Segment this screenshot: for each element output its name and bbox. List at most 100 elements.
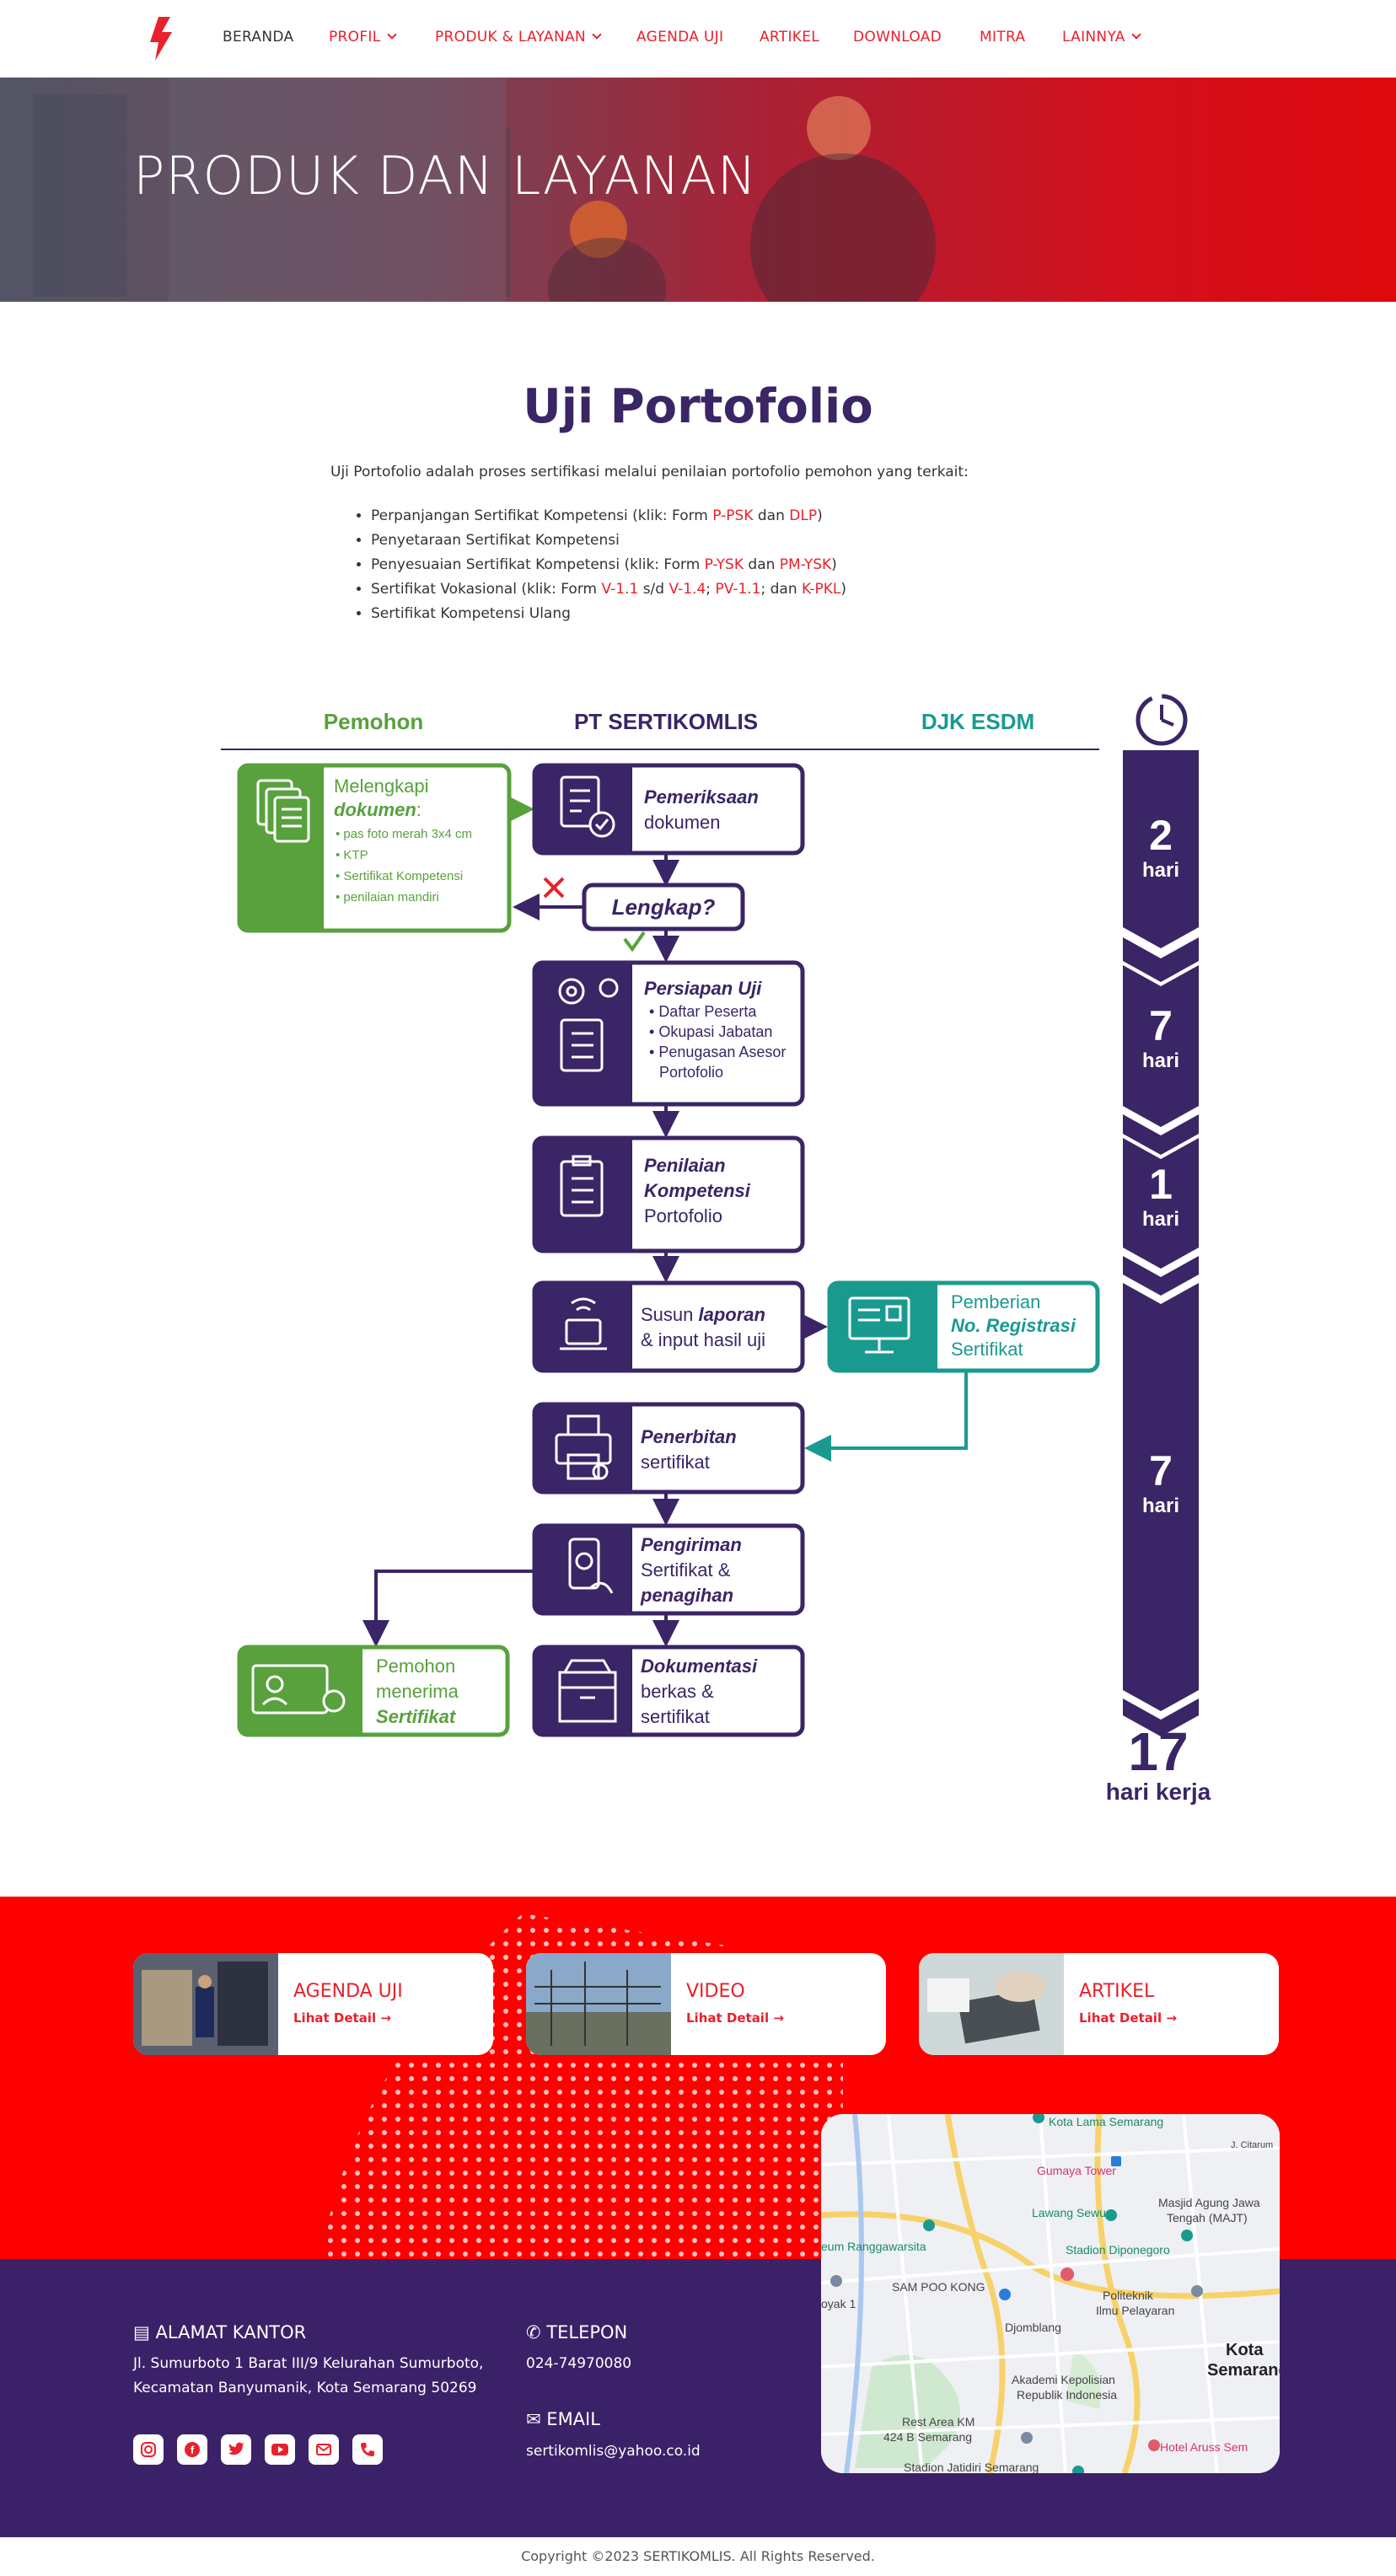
- nav-produk-layanan[interactable]: PRODUK & LAYANAN: [435, 29, 602, 46]
- phone-number[interactable]: 024-74970080: [526, 2355, 632, 2372]
- check-mark-icon: [623, 931, 646, 953]
- map-label: Stadion Jatidiri Semarang: [904, 2461, 1039, 2473]
- map-label: Republik Indonesia: [1017, 2388, 1117, 2402]
- timeline-segment: [1123, 1138, 1199, 1269]
- step-title: Penerbitan: [641, 1426, 737, 1447]
- step-dokumentasi-berkas: Dokumentasi berkas & sertifikat: [532, 1645, 805, 1737]
- step-title: penagihan: [640, 1585, 733, 1606]
- phone-heading-label: TELEPON: [546, 2322, 628, 2343]
- uji-portofolio-flowchart: Pemohon PT SERTIKOMLIS DJK ESDM 2 hari 7…: [221, 694, 1211, 1805]
- file-cabinet-icon: [558, 1659, 617, 1723]
- bullet-text: ): [840, 581, 847, 598]
- link-v-1-1[interactable]: V-1.1: [601, 581, 639, 598]
- card-agenda-uji[interactable]: AGENDA UJI Lihat Detail →: [133, 1953, 493, 2055]
- map-pin-icon: [830, 2114, 1203, 2473]
- bullet-text: Perpanjangan Sertifikat Kompetensi (klik…: [371, 507, 713, 524]
- link-p-psk[interactable]: P-PSK: [712, 507, 754, 524]
- map-canvas[interactable]: Kota Lama Semarang Gumaya Tower Masjid A…: [821, 2114, 1280, 2473]
- address-line: Jl. Sumurboto 1 Barat III/9 Kelurahan Su…: [133, 2355, 484, 2372]
- envelope-icon: ✉: [526, 2409, 541, 2429]
- office-map[interactable]: Kota Lama Semarang Gumaya Tower Masjid A…: [821, 2114, 1280, 2473]
- duration-value: 1: [1149, 1161, 1173, 1208]
- step-susun-laporan: Susun laporan & input hasil uji: [532, 1280, 805, 1373]
- bullet-text: ): [817, 507, 823, 524]
- facebook-icon[interactable]: f: [177, 2434, 207, 2465]
- sertikomlis-logo[interactable]: [147, 17, 177, 61]
- nav-download[interactable]: DOWNLOAD: [853, 29, 942, 46]
- step-item: • Okupasi Jabatan: [649, 1023, 772, 1040]
- link-pv-1-1[interactable]: PV-1.1: [715, 581, 761, 598]
- step-title: Melengkapi: [334, 775, 429, 797]
- bullet-text: dan: [753, 507, 790, 524]
- youtube-icon[interactable]: [265, 2434, 295, 2465]
- mobile-payment-icon: [568, 1538, 614, 1594]
- nav-beranda[interactable]: BERANDA: [223, 29, 294, 46]
- timeline-chevron: [1123, 1114, 1199, 1155]
- duration-unit: hari: [1142, 1495, 1179, 1517]
- bullet-text: Sertifikat Kompetensi Ulang: [371, 605, 571, 622]
- decision-label: Lengkap?: [612, 894, 716, 920]
- address-text: Jl. Sumurboto 1 Barat III/9 Kelurahan Su…: [133, 2352, 483, 2401]
- link-v-1-4[interactable]: V-1.4: [668, 581, 706, 598]
- duration-value: 7: [1149, 1002, 1173, 1049]
- step-item: • Sertifikat Kompetensi: [336, 869, 463, 883]
- email-heading: ✉ EMAIL: [526, 2409, 600, 2429]
- certificate-icon: [251, 1664, 346, 1715]
- column-sertikomlis: PT SERTIKOMLIS: [574, 709, 758, 734]
- card-link[interactable]: Lihat Detail →: [1079, 2010, 1177, 2026]
- card-artikel[interactable]: ARTIKEL Lihat Detail →: [919, 1953, 1279, 2055]
- step-title: Persiapan Uji: [644, 978, 762, 999]
- nav-profil[interactable]: PROFIL: [329, 29, 397, 46]
- step-penilaian-kompetensi: Penilaian Kompetensi Portofolio: [532, 1135, 805, 1253]
- step-penerbitan-sertifikat: Penerbitan sertifikat: [532, 1402, 805, 1495]
- link-dlp[interactable]: DLP: [789, 507, 818, 524]
- nav-artikel[interactable]: ARTIKEL: [760, 29, 820, 46]
- step-item: • penilaian mandiri: [336, 890, 439, 904]
- list-item: Perpanjangan Sertifikat Kompetensi (klik…: [371, 504, 846, 529]
- svg-text:f: f: [191, 2444, 195, 2456]
- service-list: Perpanjangan Sertifikat Kompetensi (klik…: [371, 504, 846, 626]
- column-djk-esdm: DJK ESDM: [921, 709, 1034, 734]
- address-heading: ▤ ALAMAT KANTOR: [133, 2322, 306, 2343]
- step-title: dokumen: [644, 812, 721, 833]
- list-item: Penyesuaian Sertifikat Kompetensi (klik:…: [371, 553, 846, 577]
- card-link[interactable]: Lihat Detail →: [293, 2010, 391, 2026]
- instagram-icon[interactable]: [133, 2434, 164, 2465]
- address-line: Kecamatan Banyumanik, Kota Semarang 5026…: [133, 2380, 477, 2396]
- map-label: Ilmu Pelayaran: [1096, 2304, 1174, 2317]
- timeline-segment: [1123, 1283, 1199, 1711]
- email-icon[interactable]: [309, 2434, 339, 2465]
- step-item: • Penugasan Asesor: [649, 1044, 786, 1060]
- phone-icon[interactable]: [352, 2434, 383, 2465]
- link-k-pkl[interactable]: K-PKL: [802, 581, 841, 598]
- nav-agenda-uji[interactable]: AGENDA UJI: [636, 29, 724, 46]
- intro-text: Uji Portofolio adalah proses sertifikasi…: [330, 464, 969, 480]
- printer-icon: [555, 1414, 612, 1480]
- duration-unit: hari: [1142, 1049, 1179, 1072]
- nav-mitra[interactable]: MITRA: [980, 29, 1026, 46]
- top-navbar: BERANDA PROFIL PRODUK & LAYANAN AGENDA U…: [0, 0, 1396, 78]
- map-label: Kota Lama Semarang: [1049, 2115, 1163, 2128]
- twitter-icon[interactable]: [221, 2434, 251, 2465]
- map-label: Masjid Agung Jawa: [1158, 2196, 1260, 2209]
- step-persiapan-uji: Persiapan Uji • Daftar Peserta • Okupasi…: [532, 960, 805, 1107]
- computer-monitor-icon: [848, 1296, 910, 1354]
- timeline-chevron: [1123, 1699, 1199, 1736]
- map-label: SAM POO KONG: [892, 2280, 985, 2294]
- step-title: Dokumentasi: [641, 1656, 758, 1677]
- link-pm-ysk[interactable]: PM-YSK: [779, 556, 832, 573]
- link-p-ysk[interactable]: P-YSK: [704, 556, 744, 573]
- email-address[interactable]: sertikomlis@yahoo.co.id: [526, 2443, 701, 2460]
- card-link[interactable]: Lihat Detail →: [686, 2010, 784, 2026]
- total-days: 17: [1128, 1721, 1188, 1782]
- timeline-chevron: [1123, 1256, 1199, 1296]
- step-title: Sertifikat: [951, 1339, 1023, 1360]
- phone-icon: ✆: [526, 2322, 541, 2343]
- nav-lainnya[interactable]: LAINNYA: [1062, 29, 1141, 46]
- hero-background-photo: [0, 78, 1396, 302]
- card-video[interactable]: VIDEO Lihat Detail →: [526, 1953, 886, 2055]
- bullet-text: ; dan: [760, 581, 803, 598]
- step-pemeriksaan-dokumen: Pemeriksaan dokumen: [532, 763, 805, 856]
- step-title: sertifikat: [641, 1452, 710, 1473]
- duration-unit: hari: [1142, 859, 1179, 882]
